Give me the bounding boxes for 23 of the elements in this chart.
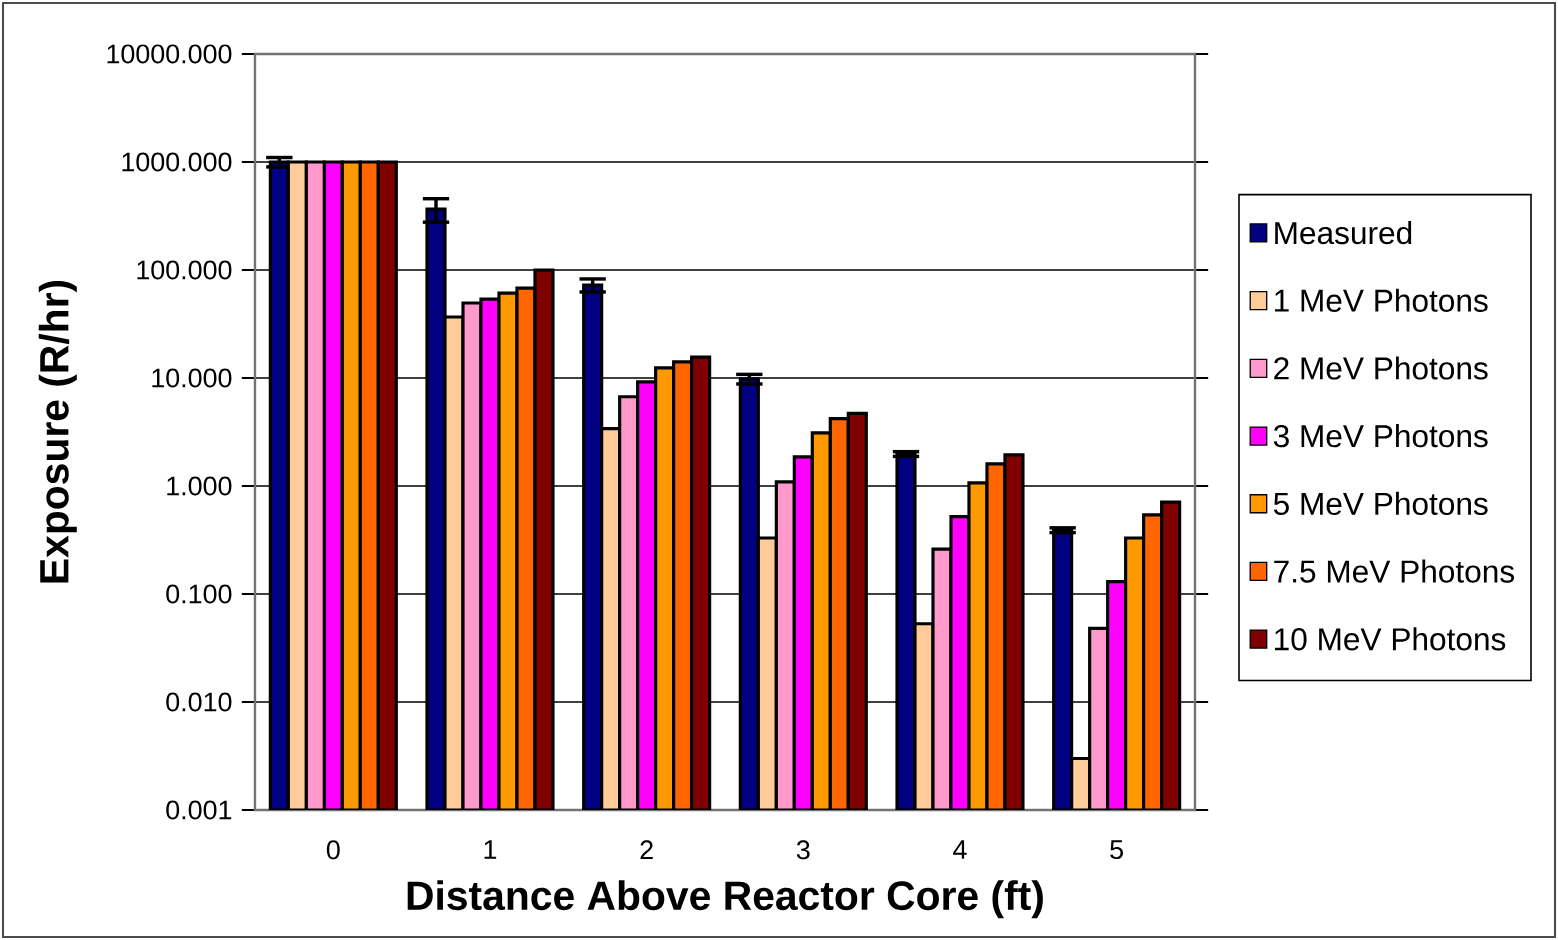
x-tick-label: 0	[326, 840, 340, 860]
legend-label: 10 MeV Photons	[1275, 627, 1506, 651]
legend-label: 5 MeV Photons	[1273, 491, 1488, 516]
legend-label: 1 MeV Photons	[1275, 288, 1488, 312]
y-tick-label: 0.100	[166, 584, 232, 604]
y-tick-label: 10000.000	[107, 44, 232, 64]
legend-label: 3 MeV Photons	[1273, 424, 1488, 448]
y-tick-label: 1000.000	[122, 152, 232, 172]
legend-label: 7.5 MeV Photons	[1274, 559, 1515, 583]
y-tick-label: 0.010	[166, 692, 232, 712]
legend-label: Measured	[1275, 221, 1412, 245]
x-tick-label: 2	[640, 840, 653, 860]
x-tick-label: 5	[1110, 840, 1123, 860]
y-tick-label: 100.000	[137, 260, 232, 280]
y-tick-label: 10.000	[152, 368, 232, 388]
x-axis-title: Distance Above Reactor Core (ft)	[407, 880, 1043, 919]
x-tick-label: 4	[953, 840, 967, 859]
legend-label: 2 MeV Photons	[1274, 356, 1488, 380]
x-tick-label: 3	[796, 840, 810, 860]
y-tick-label: 1.000	[167, 476, 232, 496]
x-tick-label: 1	[484, 840, 497, 859]
y-axis-title: Exposure (R/hr)	[38, 280, 77, 583]
y-tick-label: 0.001	[166, 800, 232, 820]
